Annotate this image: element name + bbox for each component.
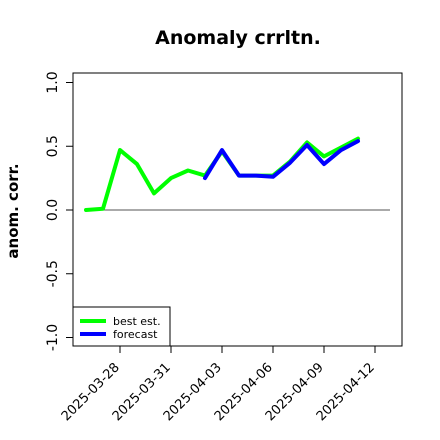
y-tick-label: -0.5 — [45, 260, 61, 287]
y-tick-label: 0.5 — [45, 135, 61, 157]
y-tick-label: 0.0 — [45, 199, 61, 221]
legend-label-best-est: best est. — [113, 315, 161, 328]
chart-title: Anomaly crrltn. — [155, 27, 321, 49]
y-tick-label: 1.0 — [45, 71, 61, 93]
series-line-forecast — [203, 139, 360, 181]
x-axis: 2025-03-282025-03-312025-04-032025-04-06… — [59, 346, 378, 424]
y-axis-label: anom. corr. — [4, 163, 22, 258]
y-axis: -1.0 -0.5 0.0 0.5 1.0 — [45, 71, 73, 351]
series-layer — [84, 136, 360, 212]
legend-label-forecast: forecast — [113, 328, 158, 341]
legend-box — [72, 306, 171, 347]
y-tick-label: -1.0 — [45, 324, 61, 351]
legend: best est. forecast — [72, 306, 171, 347]
